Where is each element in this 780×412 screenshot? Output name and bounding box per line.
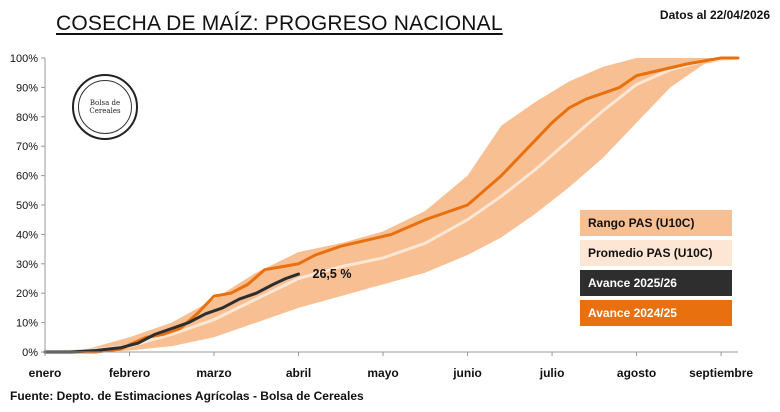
chart-legend: Rango PAS (U10C) Promedio PAS (U10C) Ava… <box>580 210 732 330</box>
y-tick-label: 0% <box>22 347 38 359</box>
y-tick-label: 40% <box>16 229 38 241</box>
x-tick-label: junio <box>452 366 482 380</box>
current-value-label: 26,5 % <box>313 267 352 281</box>
y-tick-label: 30% <box>16 259 38 271</box>
x-tick-label: abril <box>286 366 311 380</box>
x-tick-label: marzo <box>196 366 231 380</box>
x-tick-label: mayo <box>367 366 398 380</box>
y-tick-label: 50% <box>16 200 38 212</box>
y-tick-label: 70% <box>16 141 38 153</box>
average-line <box>43 56 740 354</box>
legend-item-previous: Avance 2024/25 <box>580 300 732 326</box>
current-season-line <box>43 272 301 354</box>
x-tick-label: febrero <box>109 366 150 380</box>
x-tick-label: julio <box>539 366 565 380</box>
bolsa-de-cereales-logo: Bolsa de Cereales <box>72 74 138 140</box>
source-note: Fuente: Depto. de Estimaciones Agrícolas… <box>10 389 364 403</box>
legend-item-current: Avance 2025/26 <box>580 270 732 296</box>
x-tick-label: enero <box>29 366 62 380</box>
x-tick-label: septiembre <box>689 366 753 380</box>
y-tick-label: 100% <box>10 53 38 65</box>
y-tick-label: 10% <box>16 318 38 330</box>
range-band <box>45 58 738 352</box>
legend-label-current: Avance 2025/26 <box>588 276 677 290</box>
y-tick-label: 60% <box>16 171 38 183</box>
y-tick-label: 80% <box>16 112 38 124</box>
data-date: Datos al 22/04/2026 <box>659 8 770 22</box>
legend-item-average: Promedio PAS (U10C) <box>580 240 732 266</box>
logo-text: Bolsa de Cereales <box>89 99 121 115</box>
page-title: COSECHA DE MAÍZ: PROGRESO NACIONAL <box>56 12 503 35</box>
y-tick-label: 90% <box>16 82 38 94</box>
legend-label-average: Promedio PAS (U10C) <box>588 246 713 260</box>
logo-seal: Bolsa de Cereales <box>78 80 132 134</box>
previous-season-line <box>43 56 740 354</box>
y-tick-label: 20% <box>16 288 38 300</box>
legend-item-range: Rango PAS (U10C) <box>580 210 732 236</box>
x-tick-label: agosto <box>617 366 656 380</box>
legend-label-range: Rango PAS (U10C) <box>588 216 695 230</box>
legend-label-previous: Avance 2024/25 <box>588 306 677 320</box>
